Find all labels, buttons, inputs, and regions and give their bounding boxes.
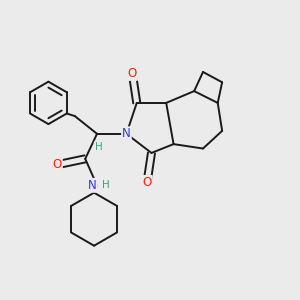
Text: H: H [102, 180, 110, 190]
Text: O: O [142, 176, 152, 189]
Text: N: N [88, 179, 97, 192]
Text: O: O [128, 67, 137, 80]
Text: H: H [94, 142, 102, 152]
Text: O: O [52, 158, 62, 171]
Text: N: N [122, 127, 131, 140]
